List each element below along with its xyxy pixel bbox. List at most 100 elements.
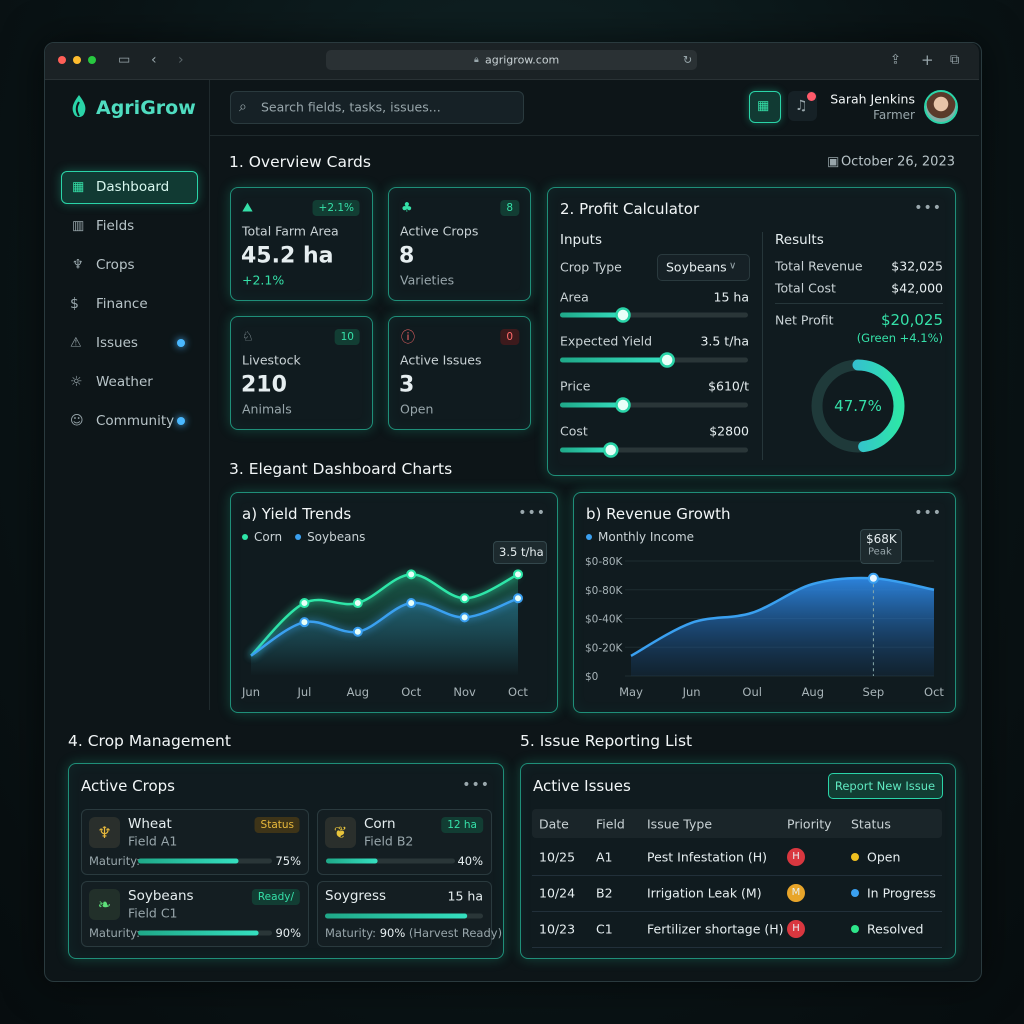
nav-item[interactable]: Community bbox=[96, 413, 175, 429]
crop-name: Corn bbox=[364, 816, 396, 832]
status-dot bbox=[851, 925, 859, 933]
chart-panel bbox=[573, 492, 956, 713]
search-box[interactable] bbox=[230, 91, 524, 124]
tooltip-value: $68K bbox=[866, 532, 897, 546]
crop-type-label: Crop Type bbox=[560, 259, 622, 275]
card-badge: 0 bbox=[500, 329, 519, 345]
nav-icon: ☼ bbox=[70, 374, 83, 390]
more-button[interactable]: ••• bbox=[914, 200, 942, 216]
nav-item[interactable]: Finance bbox=[96, 296, 148, 312]
card-badge: 8 bbox=[500, 200, 519, 216]
slider-value: 15 ha bbox=[713, 289, 749, 305]
report-button[interactable] bbox=[828, 773, 943, 799]
reload-button[interactable]: ↻ bbox=[683, 53, 693, 67]
cell-field: A1 bbox=[596, 849, 613, 865]
share-button[interactable]: ⇪ bbox=[890, 52, 901, 68]
notification-dot bbox=[807, 92, 816, 101]
crop-name: Soygress bbox=[325, 888, 387, 904]
nav-item[interactable]: Issues bbox=[96, 335, 138, 351]
slider-label: Expected Yield bbox=[560, 333, 653, 349]
card-sub: +2.1% bbox=[242, 272, 285, 288]
sidebar-toggle[interactable]: ▭ bbox=[118, 52, 131, 68]
crop-field: Field C1 bbox=[128, 905, 178, 921]
maturity-label: Maturity: bbox=[89, 926, 141, 940]
cell-status: Open bbox=[867, 849, 901, 865]
cell-date: 10/24 bbox=[539, 885, 576, 901]
maturity-label: Maturity: bbox=[89, 854, 141, 868]
status-dot bbox=[851, 853, 859, 861]
result-label: Total Cost bbox=[775, 280, 836, 296]
new-tab-button[interactable]: + bbox=[921, 51, 934, 69]
nav-icon: ▥ bbox=[72, 218, 85, 234]
crop-type-value: Soybeans bbox=[666, 259, 727, 275]
maximize-button[interactable] bbox=[88, 56, 96, 64]
card-icon: ⓘ bbox=[401, 330, 415, 346]
net-profit-label: Net Profit bbox=[775, 312, 834, 328]
search-icon: ⌕ bbox=[239, 99, 247, 115]
user-avatar[interactable] bbox=[924, 90, 958, 124]
back-button[interactable]: ‹ bbox=[151, 52, 157, 68]
card-label: Active Issues bbox=[400, 352, 482, 368]
panel-title: Active Issues bbox=[533, 777, 631, 795]
column-header: Priority bbox=[787, 816, 832, 832]
card-badge: +2.1% bbox=[312, 200, 360, 216]
column-header: Date bbox=[539, 816, 569, 832]
header-divider bbox=[210, 135, 979, 136]
nav-active bbox=[61, 171, 198, 204]
section-title: 1. Overview Cards bbox=[229, 153, 371, 171]
cell-date: 10/23 bbox=[539, 921, 576, 937]
nav-item[interactable]: Fields bbox=[96, 218, 135, 234]
column-header: Issue Type bbox=[647, 816, 713, 832]
nav-item[interactable]: Crops bbox=[96, 257, 135, 273]
column-header: Field bbox=[596, 816, 625, 832]
card bbox=[388, 187, 531, 301]
card-value: 8 bbox=[399, 243, 415, 269]
inputs-title: Inputs bbox=[560, 232, 602, 248]
crop-icon: ♆ bbox=[89, 817, 120, 848]
maturity-value: 90% bbox=[275, 926, 301, 940]
url-bar[interactable] bbox=[326, 50, 697, 70]
crop-badge: 12 ha bbox=[441, 817, 483, 833]
tabs-button[interactable]: ⧉ bbox=[950, 52, 960, 68]
divider bbox=[762, 232, 763, 460]
cell-type: Irrigation Leak (M) bbox=[647, 885, 762, 901]
card-label: Active Crops bbox=[400, 223, 479, 239]
nav-icon: ⚠ bbox=[70, 335, 82, 351]
card-sub: Animals bbox=[242, 401, 292, 417]
brand-name: AgriGrow bbox=[96, 97, 196, 119]
chart-panel bbox=[230, 492, 558, 713]
maturity-line: Maturity: 90% (Harvest Ready) bbox=[325, 926, 502, 940]
nav-icon: ▦ bbox=[72, 179, 85, 195]
crop-icon: ❦ bbox=[325, 817, 356, 848]
brand-logo bbox=[72, 95, 86, 117]
priority-badge: H bbox=[787, 848, 805, 866]
nav-icon: ♆ bbox=[72, 257, 84, 273]
maturity-value: 75% bbox=[275, 854, 301, 868]
cell-type: Pest Infestation (H) bbox=[647, 849, 768, 865]
more-button[interactable]: ••• bbox=[914, 505, 942, 521]
apps-button[interactable] bbox=[749, 91, 781, 123]
more-button[interactable]: ••• bbox=[518, 505, 546, 521]
cell-field: C1 bbox=[596, 921, 613, 937]
nav-item[interactable]: Dashboard bbox=[96, 179, 170, 195]
apps-icon: ▦ bbox=[757, 98, 770, 114]
minimize-button[interactable] bbox=[73, 56, 81, 64]
panel-title: 2. Profit Calculator bbox=[560, 200, 700, 218]
more-button[interactable]: ••• bbox=[462, 777, 490, 793]
chart-title: a) Yield Trends bbox=[242, 505, 352, 523]
cell-type: Fertilizer shortage (H) bbox=[647, 921, 784, 937]
net-profit-note: (Green +4.1%) bbox=[856, 331, 943, 345]
card-value: 3 bbox=[399, 372, 415, 398]
crop-type-select[interactable] bbox=[657, 254, 750, 281]
crop-field: Field B2 bbox=[364, 833, 414, 849]
lock-icon: 🔒︎ bbox=[474, 55, 479, 65]
close-button[interactable] bbox=[58, 56, 66, 64]
url-text: agrigrow.com bbox=[485, 53, 560, 67]
card-value: 45.2 ha bbox=[241, 243, 334, 269]
date: October 26, 2023 bbox=[840, 154, 955, 170]
forward-button[interactable]: › bbox=[178, 52, 184, 68]
nav-item[interactable]: Weather bbox=[96, 374, 153, 390]
slider-value: $2800 bbox=[709, 423, 749, 439]
card-icon: ⛰ bbox=[242, 200, 253, 216]
priority-badge: M bbox=[787, 884, 805, 902]
